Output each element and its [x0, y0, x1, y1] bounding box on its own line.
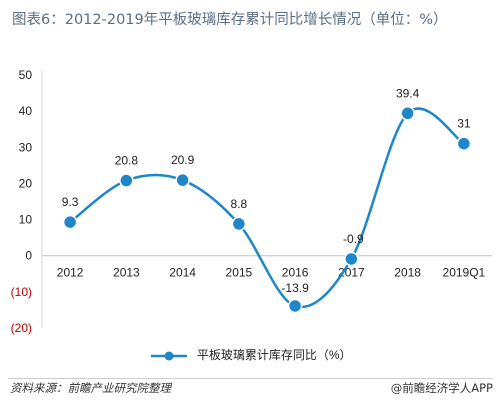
- legend-label: 平板玻璃累计库存同比（%）: [196, 348, 352, 362]
- data-point-marker: [119, 173, 134, 188]
- source-note: 资料来源：前瞻产业研究院整理: [10, 381, 171, 395]
- y-tick-label: 20: [19, 176, 33, 190]
- x-tick-label: 2016: [282, 266, 309, 280]
- data-label-layer: 9.3 20.8 20.9 8.8 -13.9 -0.9 39.4 31: [62, 86, 471, 295]
- data-label: 31: [457, 117, 471, 131]
- y-tick-label: (10): [11, 285, 32, 299]
- data-point-marker: [400, 106, 415, 121]
- x-axis: 2012 2013 2014 2015 2016 2017 2018 2019Q1: [42, 255, 492, 280]
- footer: 资料来源：前瞻产业研究院整理 @前瞻经济学人APP: [0, 378, 501, 408]
- y-tick-label: 0: [25, 249, 32, 263]
- data-label: 39.4: [396, 86, 420, 100]
- chart-title: 图表6：2012-2019年平板玻璃库存累计同比增长情况（单位：%）: [12, 12, 448, 28]
- y-tick-label: 40: [19, 104, 33, 118]
- x-tick-label: 2014: [169, 266, 196, 280]
- y-tick-label: (20): [11, 321, 32, 335]
- data-label: 20.8: [115, 154, 139, 168]
- line-chart: 50 40 30 20 10 0 (10) (20) 2012 2013 2014 2015 2016…: [11, 68, 492, 335]
- series-layer: [62, 106, 472, 314]
- y-axis: 50 40 30 20 10 0 (10) (20): [11, 68, 43, 335]
- data-label: 8.8: [231, 197, 248, 211]
- x-tick-label: 2015: [226, 266, 253, 280]
- data-label: 20.9: [171, 153, 195, 167]
- x-tick-label: 2019Q1: [443, 266, 486, 280]
- data-label: -13.9: [281, 281, 309, 295]
- footer-divider: [8, 378, 493, 379]
- data-label: -0.9: [343, 232, 364, 246]
- legend: 平板玻璃累计库存同比（%）: [0, 346, 501, 363]
- data-point-marker: [287, 298, 303, 314]
- data-point-marker: [344, 251, 359, 267]
- data-point-marker: [62, 214, 78, 230]
- y-tick-label: 50: [19, 68, 33, 82]
- data-point-marker: [175, 172, 190, 188]
- x-tick-label: 2012: [57, 266, 84, 280]
- data-label: 9.3: [62, 195, 79, 209]
- brand-credit: @前瞻经济学人APP: [390, 381, 493, 395]
- x-tick-label: 2018: [394, 266, 421, 280]
- x-tick-label: 2013: [113, 266, 140, 280]
- data-point-marker: [456, 136, 472, 151]
- data-point-marker: [231, 216, 247, 232]
- legend-line-marker-icon: [151, 351, 188, 361]
- y-tick-label: 10: [19, 213, 33, 227]
- y-tick-label: 30: [19, 140, 33, 154]
